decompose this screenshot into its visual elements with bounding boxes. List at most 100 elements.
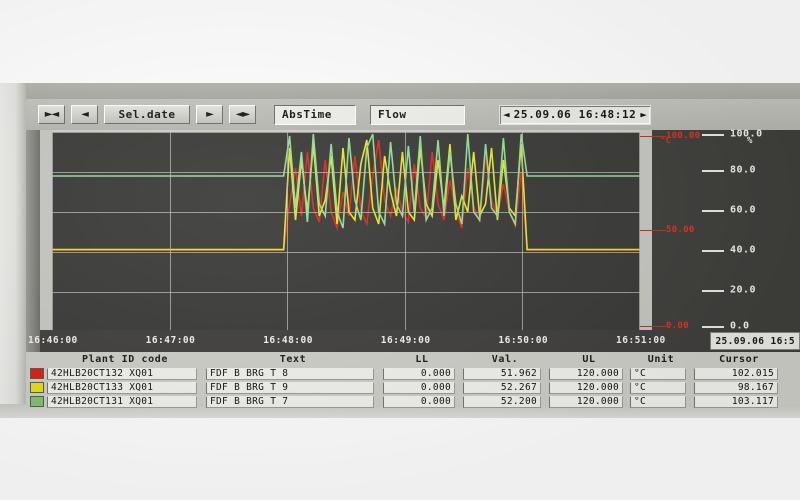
monitor-bezel-top	[26, 83, 800, 99]
nav-prev-button[interactable]: ◄	[71, 105, 98, 124]
cell-unit[interactable]: °C	[630, 395, 686, 408]
photo-border-bottom	[0, 418, 800, 500]
axis-tick	[702, 250, 724, 252]
grid-line-vertical	[404, 132, 406, 330]
cell-ul[interactable]: 120.000	[549, 381, 623, 394]
cell-unit[interactable]: °C	[630, 381, 686, 394]
axis-tick	[702, 170, 724, 172]
cell-ll[interactable]: 0.000	[383, 395, 455, 408]
grid-line-horizontal	[52, 252, 640, 253]
cell-text[interactable]: FDF B BRG T 8	[206, 367, 374, 380]
secondary-axis-tick	[640, 326, 666, 327]
grid-line-horizontal	[52, 292, 640, 293]
axis-tick-label: 20.0	[730, 284, 757, 296]
grid-line-horizontal	[52, 172, 640, 173]
cell-plant-id[interactable]: 42HLB20CT131 XQ01	[47, 395, 197, 408]
trend-plot[interactable]	[52, 130, 640, 332]
grid-line-horizontal	[52, 132, 640, 133]
cell-val[interactable]: 52.267	[463, 381, 541, 394]
secondary-axis-tick	[640, 136, 666, 137]
table-header-row: Plant ID code Text LL Val. UL Unit Curso…	[26, 352, 800, 367]
secondary-axis-tick-label: 0.00	[666, 321, 689, 331]
trend-chart-area: °C % 100.0 80.0 60.0 40.0 20.0 0.0 100.00 50.00…	[40, 128, 800, 332]
time-axis-label: 16:50:00	[498, 335, 549, 346]
axis-tick	[702, 134, 724, 136]
axis-tick-label: 40.0	[730, 244, 757, 256]
photo-border-top	[0, 0, 800, 83]
header-text: Text	[279, 354, 307, 365]
cell-ul[interactable]: 120.000	[549, 395, 623, 408]
time-axis-label: 16:47:00	[145, 335, 196, 346]
cell-cursor[interactable]: 102.015	[694, 367, 778, 380]
cell-unit[interactable]: °C	[630, 367, 686, 380]
cell-val[interactable]: 52.200	[463, 395, 541, 408]
header-ul: UL	[582, 354, 596, 365]
nav-next-button[interactable]: ►	[196, 105, 223, 124]
cell-text[interactable]: FDF B BRG T 9	[206, 381, 374, 394]
grid-line-vertical	[287, 132, 289, 330]
monitor-bezel-left	[0, 83, 26, 418]
table-row[interactable]: 42HLB20CT133 XQ01 FDF B BRG T 9 0.000 52.26…	[26, 381, 800, 394]
cursor-timestamp: 25.09.06 16:5	[710, 332, 800, 350]
time-axis-label: 16:49:00	[380, 335, 431, 346]
secondary-axis-tick	[640, 230, 666, 231]
series-color-swatch[interactable]	[30, 382, 44, 393]
select-date-button[interactable]: Sel.date	[104, 105, 190, 124]
axis-tick-label: 80.0	[730, 164, 757, 176]
grid-line-horizontal	[52, 212, 640, 213]
primary-axis-unit: %	[747, 136, 753, 146]
time-axis-label: 16:51:00	[616, 335, 666, 346]
table-row[interactable]: 42HLB20CT132 XQ01 FDF B BRG T 8 0.000 51.96…	[26, 367, 800, 380]
datetime-selector[interactable]: ◄ 25.09.06 16:48:12 ►	[499, 104, 652, 125]
trend-application-window: ►◄ ◄ Sel.date ► ◄► AbsTime Flow ◄ 25.09.…	[26, 99, 800, 408]
header-cursor: Cursor	[719, 354, 759, 365]
cell-cursor[interactable]: 98.167	[694, 381, 778, 394]
header-ll: LL	[415, 354, 429, 365]
series-color-swatch[interactable]	[30, 396, 44, 407]
time-axis: 25.09.06 16:5 16:46:00 16:47:00 16:48:00 16…	[28, 330, 800, 352]
grid-line-vertical	[522, 132, 524, 330]
axis-tick	[702, 290, 724, 292]
datetime-prev-icon[interactable]: ◄	[503, 108, 510, 121]
axis-tick	[702, 210, 724, 212]
cell-ul[interactable]: 120.000	[549, 367, 623, 380]
trend-series-line	[52, 133, 640, 229]
header-unit: Unit	[647, 354, 675, 365]
table-row[interactable]: 42HLB20CT131 XQ01 FDF B BRG T 7 0.000 52.20…	[26, 395, 800, 408]
table-body: 42HLB20CT132 XQ01 FDF B BRG T 8 0.000 51.96…	[26, 367, 800, 408]
trend-toolbar: ►◄ ◄ Sel.date ► ◄► AbsTime Flow ◄ 25.09.…	[26, 99, 800, 130]
trend-traces	[52, 133, 640, 251]
time-mode-field[interactable]: AbsTime	[274, 104, 356, 125]
grid-line-vertical	[639, 132, 640, 330]
secondary-axis-unit: °C	[660, 136, 671, 146]
window-left-rail	[26, 99, 40, 405]
axis-tick-label: 0.0	[730, 320, 750, 332]
nav-span-button[interactable]: ◄►	[229, 105, 256, 124]
cell-val[interactable]: 51.962	[463, 367, 541, 380]
datetime-next-icon[interactable]: ►	[640, 108, 648, 121]
secondary-axis-tick-label: 50.00	[666, 225, 695, 235]
header-val: Val.	[491, 354, 519, 365]
value-axis-panel: °C % 100.0 80.0 60.0 40.0 20.0 0.0 100.00 50.00…	[640, 128, 800, 332]
axis-tick-label: 100.0	[730, 128, 763, 140]
cell-ll[interactable]: 0.000	[383, 381, 455, 394]
signal-table: Plant ID code Text LL Val. UL Unit Curso…	[26, 352, 800, 408]
axis-tick-label: 60.0	[730, 204, 757, 216]
cell-plant-id[interactable]: 42HLB20CT133 XQ01	[47, 381, 197, 394]
time-axis-label: 16:48:00	[263, 335, 313, 346]
time-axis-label: 16:46:00	[28, 335, 78, 346]
signal-group-field[interactable]: Flow	[370, 104, 465, 125]
monitor-bezel-bottom	[0, 404, 800, 418]
nav-first-button[interactable]: ►◄	[38, 105, 65, 124]
axis-tick	[702, 326, 724, 328]
secondary-axis-tick-label: 100.00	[666, 131, 701, 141]
cell-plant-id[interactable]: 42HLB20CT132 XQ01	[47, 367, 197, 380]
grid-line-vertical	[169, 132, 171, 330]
series-color-swatch[interactable]	[30, 368, 44, 379]
cell-cursor[interactable]: 103.117	[694, 395, 778, 408]
cell-text[interactable]: FDF B BRG T 7	[206, 395, 374, 408]
cell-ll[interactable]: 0.000	[383, 367, 455, 380]
grid-line-vertical	[52, 132, 53, 330]
datetime-value: 25.09.06 16:48:12	[513, 108, 637, 121]
